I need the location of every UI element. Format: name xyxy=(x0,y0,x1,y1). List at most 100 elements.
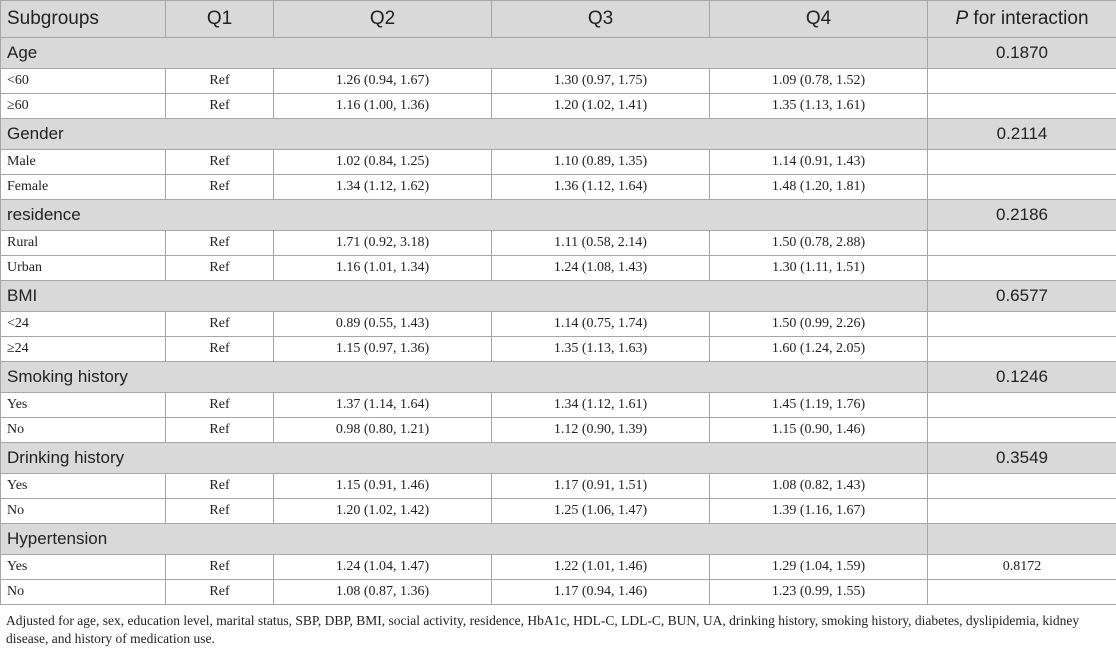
q1-cell: Ref xyxy=(165,473,274,499)
p-cell xyxy=(927,174,1116,200)
group-name: Smoking history xyxy=(0,361,928,393)
group-row: residence 0.2186 xyxy=(0,199,1116,231)
header-p-rest: for interaction xyxy=(968,8,1089,29)
table-row: No Ref 1.08 (0.87, 1.36) 1.17 (0.94, 1.46) 1… xyxy=(0,579,1116,605)
q3-cell: 1.12 (0.90, 1.39) xyxy=(491,417,710,443)
q4-cell: 1.48 (1.20, 1.81) xyxy=(709,174,928,200)
p-cell xyxy=(927,336,1116,362)
q4-cell: 1.50 (0.99, 2.26) xyxy=(709,311,928,337)
subgroup-label: Yes xyxy=(0,392,166,418)
group-row: BMI 0.6577 xyxy=(0,280,1116,312)
subgroup-label: No xyxy=(0,417,166,443)
q4-cell: 1.45 (1.19, 1.76) xyxy=(709,392,928,418)
q2-cell: 1.20 (1.02, 1.42) xyxy=(273,498,492,524)
q2-cell: 0.89 (0.55, 1.43) xyxy=(273,311,492,337)
p-cell xyxy=(927,149,1116,175)
p-cell xyxy=(927,473,1116,499)
p-cell xyxy=(927,230,1116,256)
table-row: Rural Ref 1.71 (0.92, 3.18) 1.11 (0.58, 2.1… xyxy=(0,230,1116,256)
table-row: No Ref 1.20 (1.02, 1.42) 1.25 (1.06, 1.47) 1… xyxy=(0,498,1116,524)
p-cell xyxy=(927,93,1116,119)
q2-cell: 1.26 (0.94, 1.67) xyxy=(273,68,492,94)
q1-cell: Ref xyxy=(165,255,274,281)
group-p-value: 0.6577 xyxy=(927,280,1116,312)
table-row: <24 Ref 0.89 (0.55, 1.43) 1.14 (0.75, 1.74)… xyxy=(0,311,1116,337)
q3-cell: 1.11 (0.58, 2.14) xyxy=(491,230,710,256)
q3-cell: 1.22 (1.01, 1.46) xyxy=(491,554,710,580)
q1-cell: Ref xyxy=(165,93,274,119)
table-row: <60 Ref 1.26 (0.94, 1.67) 1.30 (0.97, 1.75)… xyxy=(0,68,1116,94)
group-p-value: 0.3549 xyxy=(927,442,1116,474)
q4-cell: 1.08 (0.82, 1.43) xyxy=(709,473,928,499)
header-p-interaction: P for interaction xyxy=(927,0,1116,38)
group-name: Drinking history xyxy=(0,442,928,474)
q4-cell: 1.39 (1.16, 1.67) xyxy=(709,498,928,524)
q1-cell: Ref xyxy=(165,149,274,175)
q3-cell: 1.17 (0.91, 1.51) xyxy=(491,473,710,499)
header-q4: Q4 xyxy=(709,0,928,38)
q1-cell: Ref xyxy=(165,554,274,580)
q2-cell: 1.34 (1.12, 1.62) xyxy=(273,174,492,200)
group-p-value: 0.1870 xyxy=(927,37,1116,69)
q4-cell: 1.09 (0.78, 1.52) xyxy=(709,68,928,94)
q4-cell: 1.35 (1.13, 1.61) xyxy=(709,93,928,119)
q2-cell: 0.98 (0.80, 1.21) xyxy=(273,417,492,443)
q2-cell: 1.16 (1.00, 1.36) xyxy=(273,93,492,119)
q1-cell: Ref xyxy=(165,417,274,443)
group-row: Gender 0.2114 xyxy=(0,118,1116,150)
q3-cell: 1.34 (1.12, 1.61) xyxy=(491,392,710,418)
header-subgroups: Subgroups xyxy=(0,0,166,38)
subgroup-label: Rural xyxy=(0,230,166,256)
q2-cell: 1.15 (0.91, 1.46) xyxy=(273,473,492,499)
footnote: Adjusted for age, sex, education level, … xyxy=(6,613,1080,646)
p-cell xyxy=(927,417,1116,443)
q3-cell: 1.17 (0.94, 1.46) xyxy=(491,579,710,605)
group-name: BMI xyxy=(0,280,928,312)
subgroup-label: Yes xyxy=(0,473,166,499)
p-cell xyxy=(927,68,1116,94)
table-row: Urban Ref 1.16 (1.01, 1.34) 1.24 (1.08, 1.4… xyxy=(0,255,1116,281)
subgroup-label: No xyxy=(0,579,166,605)
table-row: Female Ref 1.34 (1.12, 1.62) 1.36 (1.12, 1.… xyxy=(0,174,1116,200)
q3-cell: 1.10 (0.89, 1.35) xyxy=(491,149,710,175)
subgroup-label: <24 xyxy=(0,311,166,337)
q1-cell: Ref xyxy=(165,579,274,605)
table-row: No Ref 0.98 (0.80, 1.21) 1.12 (0.90, 1.39) 1… xyxy=(0,417,1116,443)
q3-cell: 1.30 (0.97, 1.75) xyxy=(491,68,710,94)
q4-cell: 1.30 (1.11, 1.51) xyxy=(709,255,928,281)
group-p-value xyxy=(927,523,1116,555)
subgroup-label: ≥60 xyxy=(0,93,166,119)
table-row: Yes Ref 1.37 (1.14, 1.64) 1.34 (1.12, 1.61)… xyxy=(0,392,1116,418)
q2-cell: 1.02 (0.84, 1.25) xyxy=(273,149,492,175)
q2-cell: 1.16 (1.01, 1.34) xyxy=(273,255,492,281)
q1-cell: Ref xyxy=(165,230,274,256)
q1-cell: Ref xyxy=(165,498,274,524)
q1-cell: Ref xyxy=(165,174,274,200)
subgroup-label: ≥24 xyxy=(0,336,166,362)
q3-cell: 1.14 (0.75, 1.74) xyxy=(491,311,710,337)
p-cell xyxy=(927,579,1116,605)
group-name: Gender xyxy=(0,118,928,150)
q2-cell: 1.08 (0.87, 1.36) xyxy=(273,579,492,605)
group-name: Hypertension xyxy=(0,523,928,555)
q1-cell: Ref xyxy=(165,68,274,94)
q2-cell: 1.24 (1.04, 1.47) xyxy=(273,554,492,580)
table-row: ≥24 Ref 1.15 (0.97, 1.36) 1.35 (1.13, 1.63)… xyxy=(0,336,1116,362)
q4-cell: 1.15 (0.90, 1.46) xyxy=(709,417,928,443)
header-q1: Q1 xyxy=(165,0,274,38)
subgroup-label: Male xyxy=(0,149,166,175)
p-cell xyxy=(927,392,1116,418)
subgroup-label: <60 xyxy=(0,68,166,94)
q2-cell: 1.71 (0.92, 3.18) xyxy=(273,230,492,256)
group-p-value: 0.2114 xyxy=(927,118,1116,150)
table-row: Yes Ref 1.15 (0.91, 1.46) 1.17 (0.91, 1.51)… xyxy=(0,473,1116,499)
table-row: ≥60 Ref 1.16 (1.00, 1.36) 1.20 (1.02, 1.41)… xyxy=(0,93,1116,119)
subgroup-label: Yes xyxy=(0,554,166,580)
q4-cell: 1.50 (0.78, 2.88) xyxy=(709,230,928,256)
q3-cell: 1.24 (1.08, 1.43) xyxy=(491,255,710,281)
q1-cell: Ref xyxy=(165,311,274,337)
group-row: Hypertension xyxy=(0,523,1116,555)
q3-cell: 1.25 (1.06, 1.47) xyxy=(491,498,710,524)
group-row: Drinking history 0.3549 xyxy=(0,442,1116,474)
q3-cell: 1.35 (1.13, 1.63) xyxy=(491,336,710,362)
